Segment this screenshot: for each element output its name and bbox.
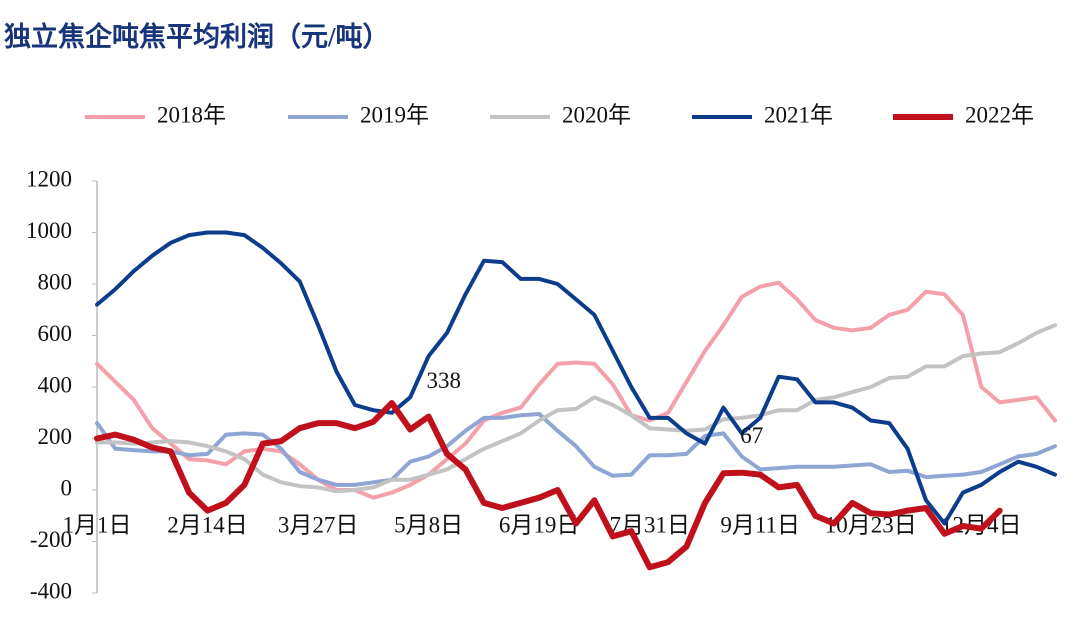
legend-label: 2019年 — [360, 102, 429, 127]
y-tick-label: -400 — [30, 578, 72, 603]
y-tick-label: 600 — [38, 321, 73, 346]
y-tick-label: 200 — [38, 424, 73, 449]
legend-label: 2022年 — [965, 102, 1034, 127]
legend-label: 2018年 — [157, 102, 226, 127]
y-tick-label: 1000 — [26, 218, 72, 243]
chart-title: 独立焦企吨焦平均利润（元/吨） — [4, 21, 390, 52]
x-tick-label: 9月11日 — [720, 512, 800, 537]
x-tick-label: 1月1日 — [63, 512, 132, 537]
y-tick-label: 0 — [61, 475, 73, 500]
y-tick-label: 400 — [38, 372, 73, 397]
legend-label: 2020年 — [562, 102, 631, 127]
y-tick-label: 800 — [38, 269, 73, 294]
y-tick-label: 1200 — [26, 166, 72, 191]
series-line — [94, 400, 1003, 571]
x-tick-label: 2月14日 — [167, 512, 248, 537]
series-line — [95, 412, 1057, 487]
x-tick-label: 3月27日 — [278, 512, 359, 537]
data-label: 67 — [740, 423, 763, 448]
series-line — [95, 230, 1057, 526]
series-line — [95, 323, 1057, 494]
x-tick-label: 5月8日 — [394, 512, 463, 537]
series-line — [95, 280, 1057, 500]
data-label: 338 — [427, 368, 462, 393]
legend-label: 2021年 — [764, 102, 833, 127]
y-tick-label: -200 — [30, 527, 72, 552]
x-tick-label: 6月19日 — [499, 512, 580, 537]
